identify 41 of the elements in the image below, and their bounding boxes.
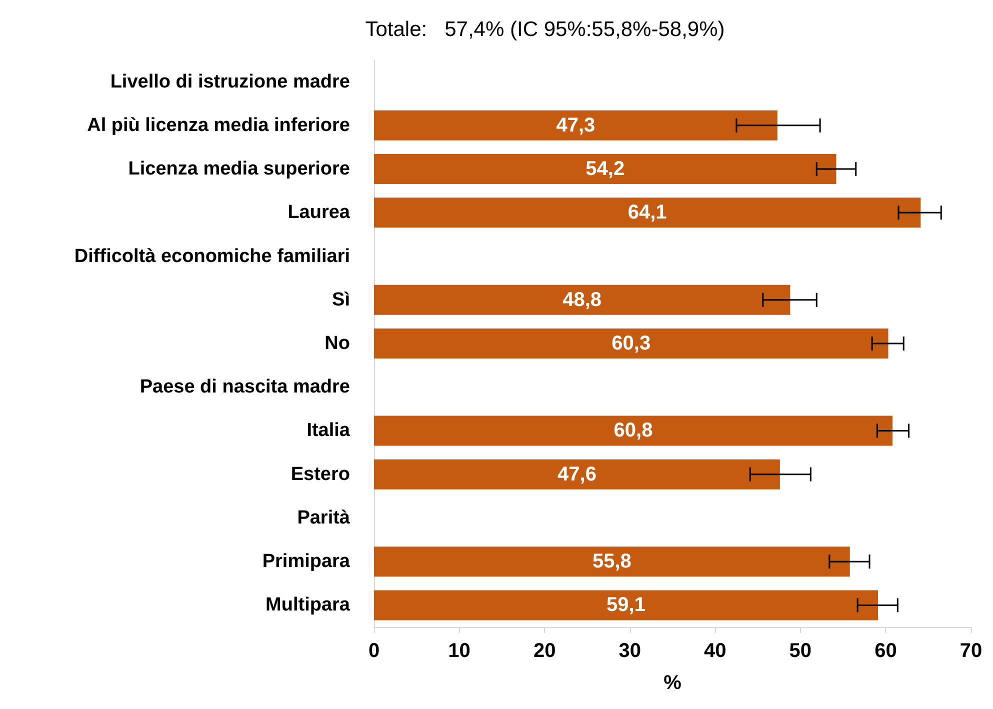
chart-title: Totale: 57,4% (IC 95%:55,8%-58,9%) bbox=[365, 18, 725, 41]
data-label: 60,8 bbox=[614, 420, 653, 442]
data-label: 54,2 bbox=[586, 158, 625, 180]
data-label: 47,6 bbox=[558, 463, 596, 486]
y-tick-label: Parità bbox=[297, 507, 350, 528]
y-tick-label: No bbox=[324, 333, 350, 354]
data-label: 47,3 bbox=[556, 114, 596, 136]
bar bbox=[374, 110, 778, 140]
x-tick-label: 0 bbox=[368, 640, 380, 662]
data-label: 48,8 bbox=[562, 288, 602, 311]
data-label: 59,1 bbox=[606, 594, 646, 616]
bar bbox=[374, 198, 921, 228]
y-tick-label: Multipara bbox=[266, 594, 350, 616]
x-tick-label: 70 bbox=[960, 640, 982, 662]
bar bbox=[374, 416, 893, 446]
bar bbox=[374, 328, 888, 358]
data-label: 60,3 bbox=[612, 332, 651, 354]
y-tick-label: Al più licenza media inferiore bbox=[87, 114, 350, 136]
y-tick-label: Sì bbox=[332, 289, 350, 310]
x-tick-label: 20 bbox=[533, 640, 556, 662]
data-label: 55,8 bbox=[592, 550, 632, 573]
y-tick-label: Primipara bbox=[262, 551, 350, 572]
y-tick-label: Paese di nascita madre bbox=[140, 376, 350, 398]
x-axis-title: % bbox=[664, 672, 682, 694]
bar bbox=[374, 459, 780, 490]
x-tick-label: 10 bbox=[448, 640, 470, 662]
y-tick-label: Licenza media superiore bbox=[128, 158, 350, 180]
bar bbox=[374, 154, 836, 184]
x-tick-label: 40 bbox=[704, 640, 726, 662]
y-tick-label: Estero bbox=[290, 464, 350, 485]
y-tick-label: Difficoltà economiche familiari bbox=[74, 246, 350, 267]
x-tick-label: 60 bbox=[874, 640, 897, 662]
bar bbox=[374, 546, 850, 577]
bar bbox=[374, 590, 878, 620]
y-tick-label: Italia bbox=[306, 420, 350, 442]
y-tick-label: Livello di istruzione madre bbox=[110, 71, 350, 92]
x-tick-label: 50 bbox=[789, 640, 812, 662]
y-tick-label: Laurea bbox=[288, 202, 350, 224]
data-label: 64,1 bbox=[628, 202, 667, 224]
bar bbox=[374, 284, 790, 315]
x-tick-label: 30 bbox=[618, 640, 641, 662]
